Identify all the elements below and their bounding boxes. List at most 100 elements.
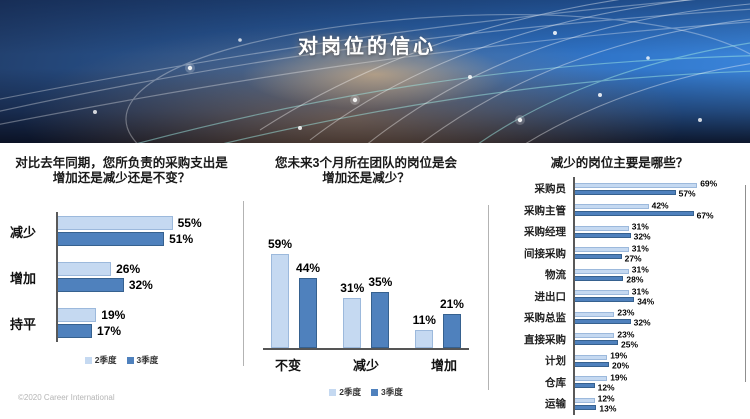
bar-row: 采购经理 31% 32%: [489, 222, 750, 241]
category-label: 减少: [10, 224, 37, 240]
bar-row: 直接采购 23% 25%: [489, 329, 750, 349]
column-wrap: 21%: [440, 297, 464, 348]
legend-item-q3: 3季度: [126, 354, 159, 366]
column-group: 59% 44%: [268, 237, 320, 348]
value-label: 69%: [700, 178, 718, 189]
bar-q2: [573, 290, 629, 295]
bar-q2: [56, 262, 112, 276]
bar-pair: 26% 32%: [56, 262, 153, 292]
bar-line: 19%: [573, 351, 629, 360]
bar-line: 31%: [573, 243, 649, 253]
bar-row: 计划 19% 20%: [489, 351, 750, 370]
value-label: 17%: [97, 324, 122, 338]
header-banner: 对岗位的信心: [0, 0, 750, 143]
value-label: 19%: [610, 372, 628, 382]
bar-row: 采购员 69% 57%: [489, 178, 750, 198]
bar-q3: [56, 232, 165, 246]
value-label: 31%: [631, 243, 649, 253]
bar-q3: [573, 211, 694, 216]
category-label: 间接采购: [524, 247, 566, 260]
chart-title-line2: 增加还是减少还是不变？: [52, 171, 191, 185]
bar-pair: 23% 32%: [573, 307, 651, 328]
value-label: 12%: [597, 393, 615, 404]
bar-pair: 69% 57%: [573, 178, 718, 198]
value-label: 11%: [412, 313, 436, 328]
category-axis: 不变 减少 增加: [263, 355, 469, 374]
chart-panel-team-positions: 您未来3个月所在团队的岗位是会 增加还是减少？ 59% 44% 31% 35% 11% 2…: [243, 143, 489, 419]
value-label: 34%: [637, 296, 655, 306]
bar-q3: [573, 361, 609, 367]
bar-row: 仓库 19% 12%: [489, 372, 750, 392]
bar-line: 17%: [56, 324, 125, 338]
category-label: 不变: [274, 358, 301, 373]
bar-q2: [56, 216, 173, 230]
bar-q3: [573, 275, 624, 281]
value-label: 31%: [631, 264, 649, 275]
bar-line: 31%: [573, 222, 651, 231]
legend-label-q2: 2季度: [94, 355, 117, 365]
column-q3: [371, 292, 390, 348]
bar-q3: [573, 297, 635, 302]
value-label: 13%: [599, 403, 617, 414]
value-label: 67%: [696, 210, 714, 220]
bar-q3: [573, 340, 618, 345]
bar-pair: 31% 32%: [573, 222, 651, 241]
panel-divider-1: [243, 201, 244, 366]
bar-q3: [56, 278, 124, 292]
category-label: 采购主管: [524, 204, 566, 217]
bar-line: 32%: [573, 317, 651, 328]
charts-area: 对比去年同期，您所负责的采购支出是 增加还是减少还是不变？ 减少 55% 51% 增加…: [0, 143, 750, 419]
legend-label-q2: 2季度: [339, 387, 361, 397]
chart-title: 减少的岗位主要是哪些？: [489, 156, 750, 171]
category-label: 运输: [545, 398, 566, 410]
bar-q2: [573, 397, 595, 403]
bar-pair: 19% 12%: [573, 372, 628, 392]
value-label: 23%: [617, 329, 635, 339]
column-wrap: 11%: [413, 313, 436, 348]
bar-q3: [573, 232, 631, 238]
bar-q2: [573, 182, 698, 188]
column-q3: [299, 277, 318, 348]
column-group: 11% 21%: [413, 297, 464, 348]
bar-q2: [573, 354, 608, 360]
legend-label-q3: 3季度: [136, 355, 159, 365]
value-label: 32%: [633, 317, 651, 328]
chart-title-line1: 您未来3个月所在团队的岗位是会: [275, 156, 457, 170]
value-label: 51%: [169, 232, 194, 246]
category-label: 采购经理: [524, 226, 566, 238]
value-label: 12%: [597, 382, 615, 392]
bar-q2: [573, 268, 629, 274]
bar-line: 23%: [573, 329, 638, 339]
value-label: 32%: [128, 278, 153, 292]
column-wrap: 44%: [296, 261, 320, 348]
bar-line: 20%: [573, 361, 629, 370]
bar-pair: 31% 28%: [573, 264, 649, 284]
value-label: 31%: [631, 286, 649, 296]
value-label: 23%: [617, 307, 635, 318]
bar-q2: [573, 311, 615, 317]
column-q2: [343, 298, 362, 348]
legend-swatch-q3: [126, 356, 134, 364]
bar-line: 12%: [573, 382, 627, 392]
bar-line: 69%: [573, 178, 718, 189]
hbar-chart-reduced-positions: 采购员 69% 57% 采购主管 42% 67% 采购经理 31% 32% 间接采购 31% 27% 物…: [489, 177, 750, 415]
bar-line: 12%: [573, 393, 616, 404]
value-label: 42%: [651, 200, 669, 210]
bar-row: 间接采购 31% 27%: [489, 243, 750, 263]
bar-q2: [573, 204, 649, 209]
page-title: 对岗位的信心: [298, 36, 436, 58]
category-label: 进出口: [534, 290, 567, 303]
bar-line: 28%: [573, 275, 649, 284]
bar-pair: 23% 25%: [573, 329, 638, 348]
chart-title-line1: 减少的岗位主要是哪些？: [550, 156, 689, 170]
column-q2: [415, 330, 434, 348]
legend-swatch-q3: [371, 388, 378, 396]
bar-pair: 42% 67%: [573, 200, 714, 220]
legend: 2季度 3季度: [243, 386, 489, 398]
column-q2: [271, 253, 290, 348]
axis-line: [573, 177, 575, 415]
chart-panel-reduced-positions: 减少的岗位主要是哪些？ 采购员 69% 57% 采购主管 42% 67% 采购经理 31% 32…: [489, 143, 750, 419]
bar-q3: [56, 324, 93, 338]
bar-row: 采购总监 23% 32%: [489, 307, 750, 328]
network-arcs-decoration: [0, 0, 750, 143]
